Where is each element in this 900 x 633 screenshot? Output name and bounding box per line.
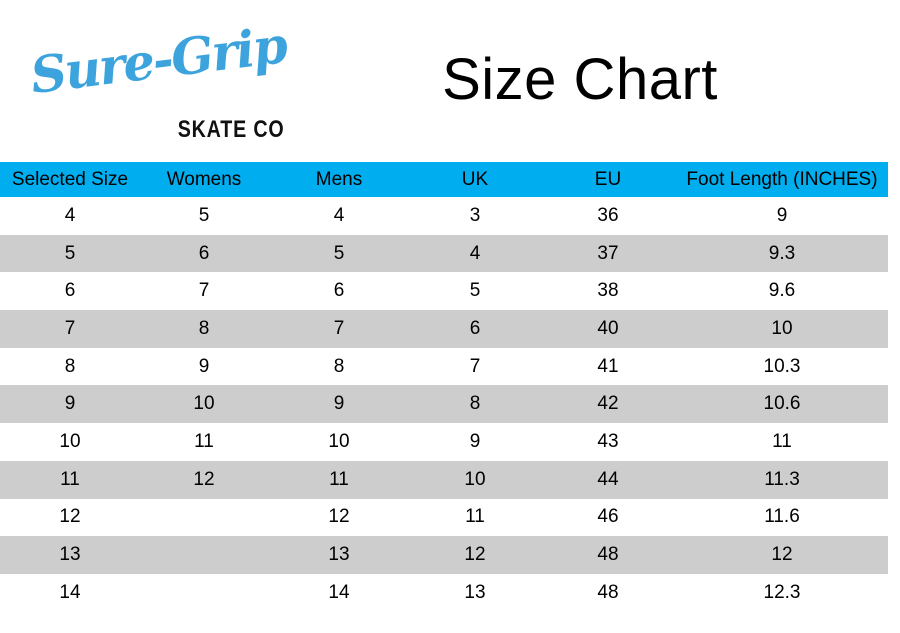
cell-womens: [140, 573, 268, 612]
cell-mens: 11: [268, 460, 410, 499]
cell-foot-length: 9.3: [676, 234, 888, 273]
table-row: 11 12 11 10 44 11.3: [0, 460, 888, 499]
cell-uk: 7: [410, 347, 540, 386]
col-header-selected-size: Selected Size: [0, 162, 140, 197]
cell-foot-length: 10.6: [676, 385, 888, 424]
col-header-eu: EU: [540, 162, 676, 197]
cell-selected-size: 5: [0, 234, 140, 273]
table-row: 9 10 9 8 42 10.6: [0, 385, 888, 424]
cell-uk: 3: [410, 197, 540, 235]
cell-uk: 8: [410, 385, 540, 424]
table-row: 14 14 13 48 12.3: [0, 573, 888, 612]
table-row: 4 5 4 3 36 9: [0, 197, 888, 235]
cell-selected-size: 13: [0, 536, 140, 574]
cell-mens: 12: [268, 498, 410, 537]
cell-eu: 40: [540, 310, 676, 348]
cell-uk: 6: [410, 310, 540, 348]
cell-eu: 46: [540, 498, 676, 537]
table-row: 13 13 12 48 12: [0, 536, 888, 574]
cell-eu: 41: [540, 347, 676, 386]
cell-eu: 36: [540, 197, 676, 235]
cell-womens: [140, 536, 268, 574]
cell-foot-length: 11.6: [676, 498, 888, 537]
cell-selected-size: 9: [0, 385, 140, 424]
cell-foot-length: 11: [676, 423, 888, 461]
table-row: 8 9 8 7 41 10.3: [0, 347, 888, 386]
cell-foot-length: 10.3: [676, 347, 888, 386]
cell-selected-size: 14: [0, 573, 140, 612]
table-row: 7 8 7 6 40 10: [0, 310, 888, 348]
table-row: 5 6 5 4 37 9.3: [0, 234, 888, 273]
table-header-row: Selected Size Womens Mens UK EU Foot Len…: [0, 162, 888, 197]
cell-mens: 8: [268, 347, 410, 386]
col-header-foot-length: Foot Length (INCHES): [676, 162, 888, 197]
cell-mens: 14: [268, 573, 410, 612]
col-header-womens: Womens: [140, 162, 268, 197]
cell-womens: [140, 498, 268, 537]
sure-grip-logo: Sure-Grip SKATE CO: [27, 15, 289, 148]
cell-eu: 44: [540, 460, 676, 499]
cell-selected-size: 6: [0, 272, 140, 311]
logo-script-text: Sure-Grip: [27, 15, 289, 106]
cell-uk: 4: [410, 234, 540, 273]
cell-womens: 8: [140, 310, 268, 348]
cell-mens: 6: [268, 272, 410, 311]
cell-womens: 12: [140, 460, 268, 499]
col-header-uk: UK: [410, 162, 540, 197]
col-header-mens: Mens: [268, 162, 410, 197]
cell-mens: 13: [268, 536, 410, 574]
page-title: Size Chart: [442, 47, 718, 112]
table-row: 10 11 10 9 43 11: [0, 423, 888, 461]
cell-uk: 13: [410, 573, 540, 612]
table-row: 12 12 11 46 11.6: [0, 498, 888, 537]
cell-eu: 43: [540, 423, 676, 461]
cell-selected-size: 11: [0, 460, 140, 499]
cell-foot-length: 10: [676, 310, 888, 348]
cell-womens: 6: [140, 234, 268, 273]
cell-selected-size: 8: [0, 347, 140, 386]
cell-uk: 10: [410, 460, 540, 499]
cell-mens: 5: [268, 234, 410, 273]
cell-eu: 38: [540, 272, 676, 311]
cell-mens: 4: [268, 197, 410, 235]
cell-mens: 7: [268, 310, 410, 348]
cell-uk: 11: [410, 498, 540, 537]
cell-womens: 9: [140, 347, 268, 386]
cell-eu: 48: [540, 536, 676, 574]
cell-womens: 11: [140, 423, 268, 461]
cell-uk: 12: [410, 536, 540, 574]
cell-uk: 9: [410, 423, 540, 461]
cell-selected-size: 4: [0, 197, 140, 235]
cell-foot-length: 9.6: [676, 272, 888, 311]
cell-womens: 7: [140, 272, 268, 311]
cell-eu: 42: [540, 385, 676, 424]
cell-womens: 5: [140, 197, 268, 235]
cell-foot-length: 12.3: [676, 573, 888, 612]
cell-uk: 5: [410, 272, 540, 311]
cell-selected-size: 12: [0, 498, 140, 537]
cell-foot-length: 11.3: [676, 460, 888, 499]
cell-eu: 37: [540, 234, 676, 273]
cell-foot-length: 12: [676, 536, 888, 574]
size-chart-table: Selected Size Womens Mens UK EU Foot Len…: [0, 162, 888, 612]
cell-mens: 10: [268, 423, 410, 461]
logo-subtitle: SKATE CO: [177, 116, 285, 143]
cell-selected-size: 10: [0, 423, 140, 461]
cell-mens: 9: [268, 385, 410, 424]
table-row: 6 7 6 5 38 9.6: [0, 272, 888, 311]
cell-womens: 10: [140, 385, 268, 424]
cell-eu: 48: [540, 573, 676, 612]
cell-foot-length: 9: [676, 197, 888, 235]
cell-selected-size: 7: [0, 310, 140, 348]
